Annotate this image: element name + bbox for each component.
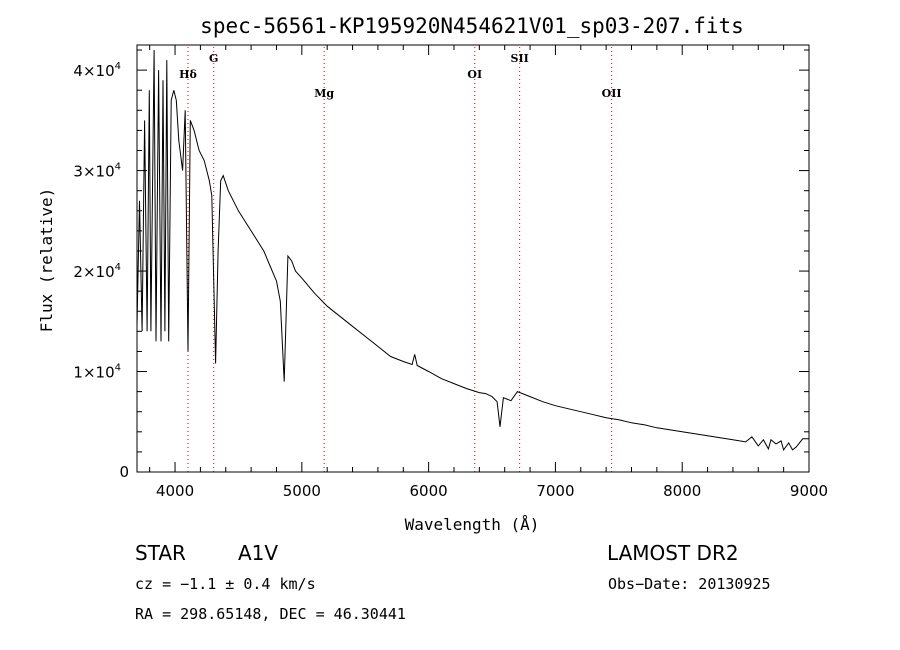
x-tick-label: 4000 <box>156 482 194 500</box>
x-axis-ticks: 4000 5000 6000 7000 8000 9000 <box>149 45 828 500</box>
spectral-line-markers: Hδ G Mg OI SII OII <box>179 47 622 472</box>
line-label-Mg: Mg <box>314 87 334 100</box>
chart-title: spec-56561-KP195920N454621V01_sp03-207.f… <box>200 14 744 38</box>
x-tick-label: 9000 <box>790 482 828 500</box>
line-label-Hδ: Hδ <box>179 68 197 81</box>
y-tick-label: 1×104 <box>73 363 121 382</box>
plot-frame <box>136 44 810 473</box>
survey-label: LAMOST DR2 <box>607 541 739 565</box>
y-tick-label: 4×104 <box>73 61 121 80</box>
coordinates: RA = 298.65148, DEC = 46.30441 <box>135 605 406 623</box>
line-label-OII: OII <box>602 87 622 100</box>
x-axis-label: Wavelength (Å) <box>405 515 540 534</box>
observation-date: Obs−Date: 20130925 <box>608 575 771 593</box>
x-tick-label: 7000 <box>536 482 574 500</box>
spectrum-line <box>136 49 809 452</box>
y-tick-label: 3×104 <box>73 162 121 181</box>
y-axis-ticks: 0 1×104 2×104 3×104 4×104 <box>73 49 809 481</box>
y-tick-label: 0 <box>119 463 129 481</box>
x-tick-label: 6000 <box>410 482 448 500</box>
object-class: STAR <box>135 541 186 565</box>
spectrum-chart: spec-56561-KP195920N454621V01_sp03-207.f… <box>37 14 828 534</box>
y-tick-label: 2×104 <box>73 262 121 281</box>
line-label-SII: SII <box>511 52 529 65</box>
x-tick-label: 8000 <box>663 482 701 500</box>
redshift-cz: cz = −1.1 ± 0.4 km/s <box>135 575 316 593</box>
line-label-G: G <box>209 52 218 65</box>
x-tick-label: 5000 <box>283 482 321 500</box>
y-axis-label: Flux (relative) <box>37 188 56 333</box>
object-subclass: A1V <box>238 541 279 565</box>
line-label-OI: OI <box>467 68 482 81</box>
